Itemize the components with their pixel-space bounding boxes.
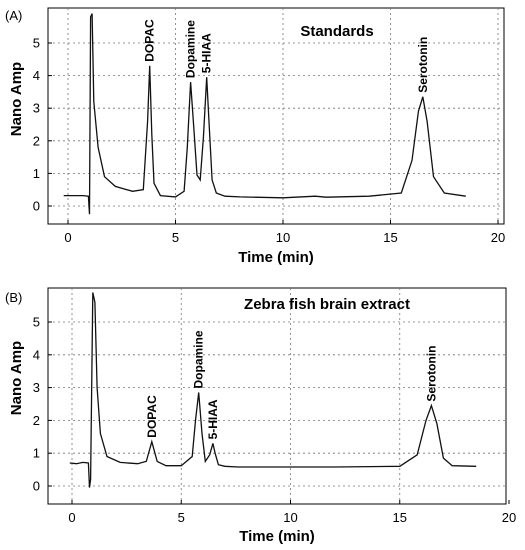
panel-b-x-ticks: 0 5 10 15 20	[68, 500, 516, 525]
panel-b-label: (B)	[5, 290, 22, 305]
peak-label: 5-HIAA	[200, 33, 214, 73]
panel-b-trace	[69, 292, 477, 488]
y-tick-label: 4	[33, 347, 40, 362]
peak-label: Serotonin	[416, 37, 430, 93]
x-tick-label: 0	[64, 230, 71, 245]
panel-b-frame	[47, 287, 507, 505]
peak-label: Dopamine	[184, 20, 198, 78]
panel-a-y-ticks: 0 1 2 3 4 5	[33, 36, 52, 214]
y-tick-label: 0	[33, 199, 40, 214]
y-tick-label: 2	[33, 133, 40, 148]
peak-label: Dopamine	[192, 330, 206, 388]
panel-a-label: (A)	[5, 8, 22, 23]
panel-a: (A) 0 1 2 3 4 5 0 5 10 15 20 DOPAC Dopamine 5-HIAA S…	[5, 7, 505, 266]
y-tick-label: 1	[33, 166, 40, 181]
peak-label: DOPAC	[145, 395, 159, 438]
panel-b-y-ticks: 0 1 2 3 4 5	[33, 315, 52, 494]
x-tick-label: 0	[68, 510, 75, 525]
x-tick-label: 5	[178, 510, 185, 525]
x-tick-label: 20	[491, 230, 505, 245]
peak-label: DOPAC	[143, 19, 157, 62]
panel-a-title: Standards	[300, 23, 373, 40]
panel-a-x-axis-title: Time (min)	[238, 249, 314, 266]
panel-b-grid	[48, 288, 506, 504]
panel-b-y-axis-title: Nano Amp	[8, 341, 25, 415]
x-tick-label: 5	[172, 230, 179, 245]
panel-a-frame	[47, 7, 505, 225]
panel-a-y-axis-title: Nano Amp	[8, 62, 25, 136]
panel-a-trace	[63, 13, 466, 215]
y-tick-label: 5	[33, 36, 40, 51]
panel-a-x-ticks: 0 5 10 15 20	[64, 220, 505, 245]
x-tick-label: 15	[393, 510, 407, 525]
panel-b-title: Zebra fish brain extract	[244, 296, 410, 313]
peak-label: 5-HIAA	[206, 399, 220, 439]
peak-label: Serotonin	[424, 346, 438, 402]
x-tick-label: 15	[383, 230, 397, 245]
panel-b-x-axis-title: Time (min)	[239, 528, 315, 545]
y-tick-label: 1	[33, 446, 40, 461]
x-tick-label: 10	[283, 510, 297, 525]
y-tick-label: 2	[33, 413, 40, 428]
x-tick-label: 10	[276, 230, 290, 245]
y-tick-label: 3	[33, 380, 40, 395]
y-tick-label: 5	[33, 315, 40, 330]
panel-a-peak-labels: DOPAC Dopamine 5-HIAA Serotonin	[143, 19, 430, 93]
y-tick-label: 0	[33, 479, 40, 494]
x-tick-label: 20	[502, 510, 516, 525]
panel-a-grid	[48, 8, 504, 224]
y-tick-label: 3	[33, 101, 40, 116]
y-tick-label: 4	[33, 68, 40, 83]
